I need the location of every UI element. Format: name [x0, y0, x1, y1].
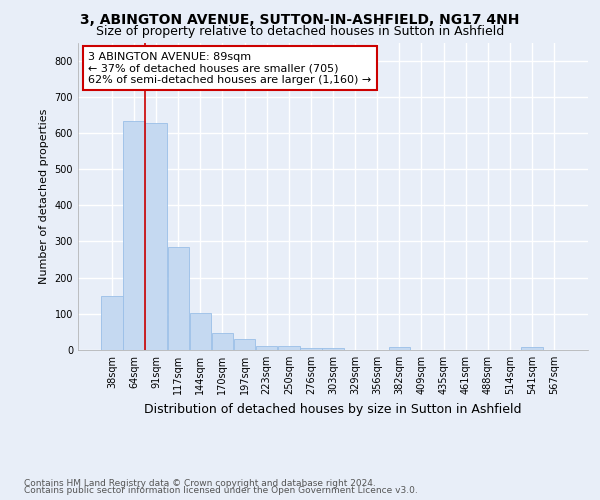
Bar [234, 339, 255, 350]
Bar [167, 247, 189, 350]
Bar [278, 346, 299, 350]
Bar [212, 334, 233, 350]
Bar [322, 348, 344, 350]
Bar [300, 348, 322, 350]
Text: 3, ABINGTON AVENUE, SUTTON-IN-ASHFIELD, NG17 4NH: 3, ABINGTON AVENUE, SUTTON-IN-ASHFIELD, … [80, 12, 520, 26]
Text: Size of property relative to detached houses in Sutton in Ashfield: Size of property relative to detached ho… [96, 25, 504, 38]
Bar [101, 296, 122, 350]
Bar [389, 347, 410, 350]
Bar [256, 346, 277, 350]
X-axis label: Distribution of detached houses by size in Sutton in Ashfield: Distribution of detached houses by size … [144, 402, 522, 415]
Text: 3 ABINGTON AVENUE: 89sqm
← 37% of detached houses are smaller (705)
62% of semi-: 3 ABINGTON AVENUE: 89sqm ← 37% of detach… [88, 52, 371, 85]
Bar [521, 346, 543, 350]
Bar [123, 122, 145, 350]
Y-axis label: Number of detached properties: Number of detached properties [39, 108, 49, 284]
Text: Contains public sector information licensed under the Open Government Licence v3: Contains public sector information licen… [24, 486, 418, 495]
Bar [190, 312, 211, 350]
Bar [145, 123, 167, 350]
Text: Contains HM Land Registry data © Crown copyright and database right 2024.: Contains HM Land Registry data © Crown c… [24, 478, 376, 488]
